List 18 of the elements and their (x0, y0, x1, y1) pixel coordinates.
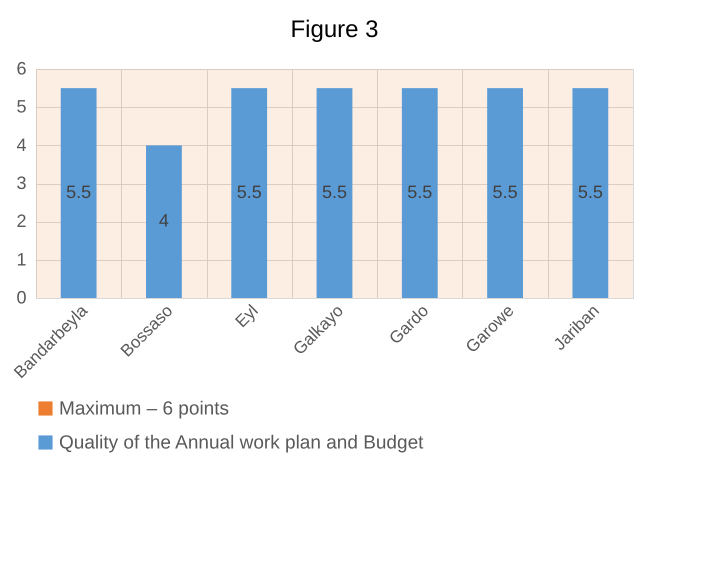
y-tick-label: 3 (16, 173, 26, 193)
legend-label: Maximum – 6 points (59, 398, 230, 420)
y-tick-label: 6 (16, 58, 26, 78)
data-label: 5.5 (322, 182, 348, 202)
y-tick-label: 5 (16, 96, 26, 117)
y-tick-label: 1 (16, 249, 26, 270)
x-tick-label: Eyl (232, 301, 262, 332)
y-tick-label: 4 (16, 134, 26, 155)
y-tick-label: 2 (16, 211, 26, 232)
data-label: 4 (158, 210, 169, 231)
legend-label: Quality of the Annual work plan and Budget (59, 432, 424, 454)
data-label: 5.5 (407, 182, 432, 202)
data-label: 5.5 (236, 182, 262, 202)
y-tick-label: 0 (16, 288, 26, 308)
data-label: 5.5 (66, 182, 92, 202)
data-label: 5.5 (578, 182, 603, 202)
chart-title: Figure 3 (290, 16, 379, 43)
data-label: 5.5 (492, 182, 518, 202)
